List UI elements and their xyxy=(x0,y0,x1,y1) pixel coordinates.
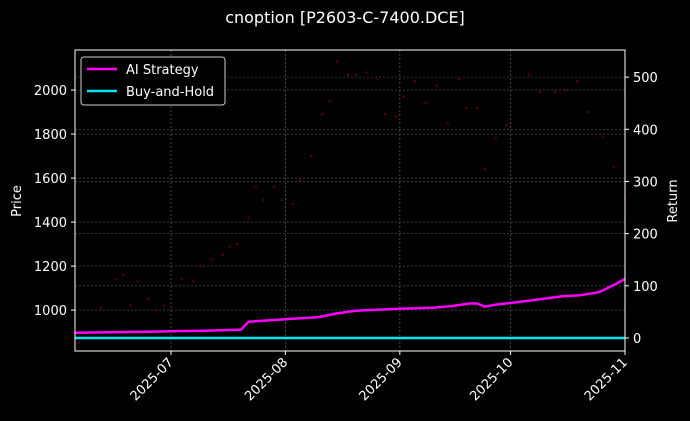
price-point xyxy=(99,306,103,310)
y-right-tick-label: 500 xyxy=(633,71,658,86)
price-point xyxy=(180,278,184,281)
price-point xyxy=(310,154,313,158)
price-point xyxy=(553,91,557,94)
price-point xyxy=(236,242,239,246)
price-point xyxy=(376,77,379,81)
price-point xyxy=(221,253,224,257)
price-point xyxy=(262,198,265,202)
price-point xyxy=(601,135,605,138)
price-series xyxy=(77,60,627,345)
price-point xyxy=(446,121,450,125)
y-axis-left: 1000 1200 1400 1600 1800 2000 xyxy=(34,84,75,319)
ai-strategy-line xyxy=(74,277,626,334)
x-tick-label: 2025-11 xyxy=(582,355,631,404)
price-point xyxy=(612,165,616,169)
price-point xyxy=(162,304,165,307)
price-point xyxy=(191,280,195,283)
x-tick-label: 2025-08 xyxy=(242,355,291,404)
y-axis-right-label: Return xyxy=(666,179,681,222)
price-point xyxy=(346,73,350,76)
price-point xyxy=(228,245,232,248)
plot-frame xyxy=(74,49,626,352)
y-right-tick-label: 200 xyxy=(633,228,658,243)
y-axis-left-label: Price xyxy=(10,185,25,217)
price-point xyxy=(383,113,387,116)
price-point xyxy=(129,304,132,307)
y-left-tick-label: 1400 xyxy=(34,216,67,231)
price-point xyxy=(476,106,479,109)
price-point xyxy=(136,280,139,283)
price-point xyxy=(465,106,468,109)
return-series xyxy=(74,277,626,340)
y-right-tick-label: 0 xyxy=(633,332,641,347)
x-tick-label: 2025-09 xyxy=(357,355,406,404)
price-point xyxy=(210,258,213,261)
price-point xyxy=(505,124,509,127)
chart-title: cnoption [P2603-C-7400.DCE] xyxy=(225,8,465,27)
price-point xyxy=(254,185,258,189)
y-left-tick-label: 2000 xyxy=(34,84,67,99)
price-point xyxy=(155,308,158,312)
price-point xyxy=(365,71,368,74)
y-axis-right: 0 100 200 300 400 500 xyxy=(625,71,658,347)
y-right-tick-label: 100 xyxy=(633,280,658,295)
price-point xyxy=(457,77,461,81)
price-point xyxy=(394,115,398,118)
price-point xyxy=(564,88,568,92)
y-left-tick-label: 1000 xyxy=(34,304,67,319)
price-point xyxy=(575,80,579,83)
x-tick-label: 2025-07 xyxy=(128,355,177,404)
x-axis: 2025-07 2025-08 2025-09 2025-10 2025-11 xyxy=(128,351,631,404)
price-point xyxy=(273,185,276,189)
price-point xyxy=(298,179,302,182)
price-point xyxy=(328,99,331,103)
price-point xyxy=(483,168,486,171)
y-left-tick-label: 1200 xyxy=(34,260,67,275)
x-tick-label: 2025-10 xyxy=(467,355,516,404)
legend-label-buy-and-hold: Buy-and-Hold xyxy=(126,85,214,100)
y-left-tick-label: 1800 xyxy=(34,128,67,143)
price-point xyxy=(527,73,531,76)
price-point xyxy=(586,110,590,114)
price-point xyxy=(354,73,357,76)
price-point xyxy=(77,341,80,345)
price-point xyxy=(413,80,416,83)
price-point xyxy=(199,264,202,268)
price-point xyxy=(494,137,498,140)
y-right-tick-label: 400 xyxy=(633,123,658,138)
price-point xyxy=(121,273,125,277)
price-point xyxy=(169,306,173,310)
price-point xyxy=(402,95,405,98)
price-point xyxy=(280,198,283,202)
price-point xyxy=(147,297,151,301)
price-point xyxy=(424,102,427,105)
y-right-tick-label: 300 xyxy=(633,175,658,190)
price-point xyxy=(291,203,294,206)
legend: AI Strategy Buy-and-Hold xyxy=(80,56,226,106)
legend-label-ai-strategy: AI Strategy xyxy=(126,63,199,78)
price-point xyxy=(435,84,438,87)
y-left-tick-label: 1600 xyxy=(34,172,67,187)
price-point xyxy=(247,216,250,219)
price-point xyxy=(114,278,117,281)
price-point xyxy=(538,91,542,94)
price-point xyxy=(335,60,339,63)
price-point xyxy=(321,113,324,116)
